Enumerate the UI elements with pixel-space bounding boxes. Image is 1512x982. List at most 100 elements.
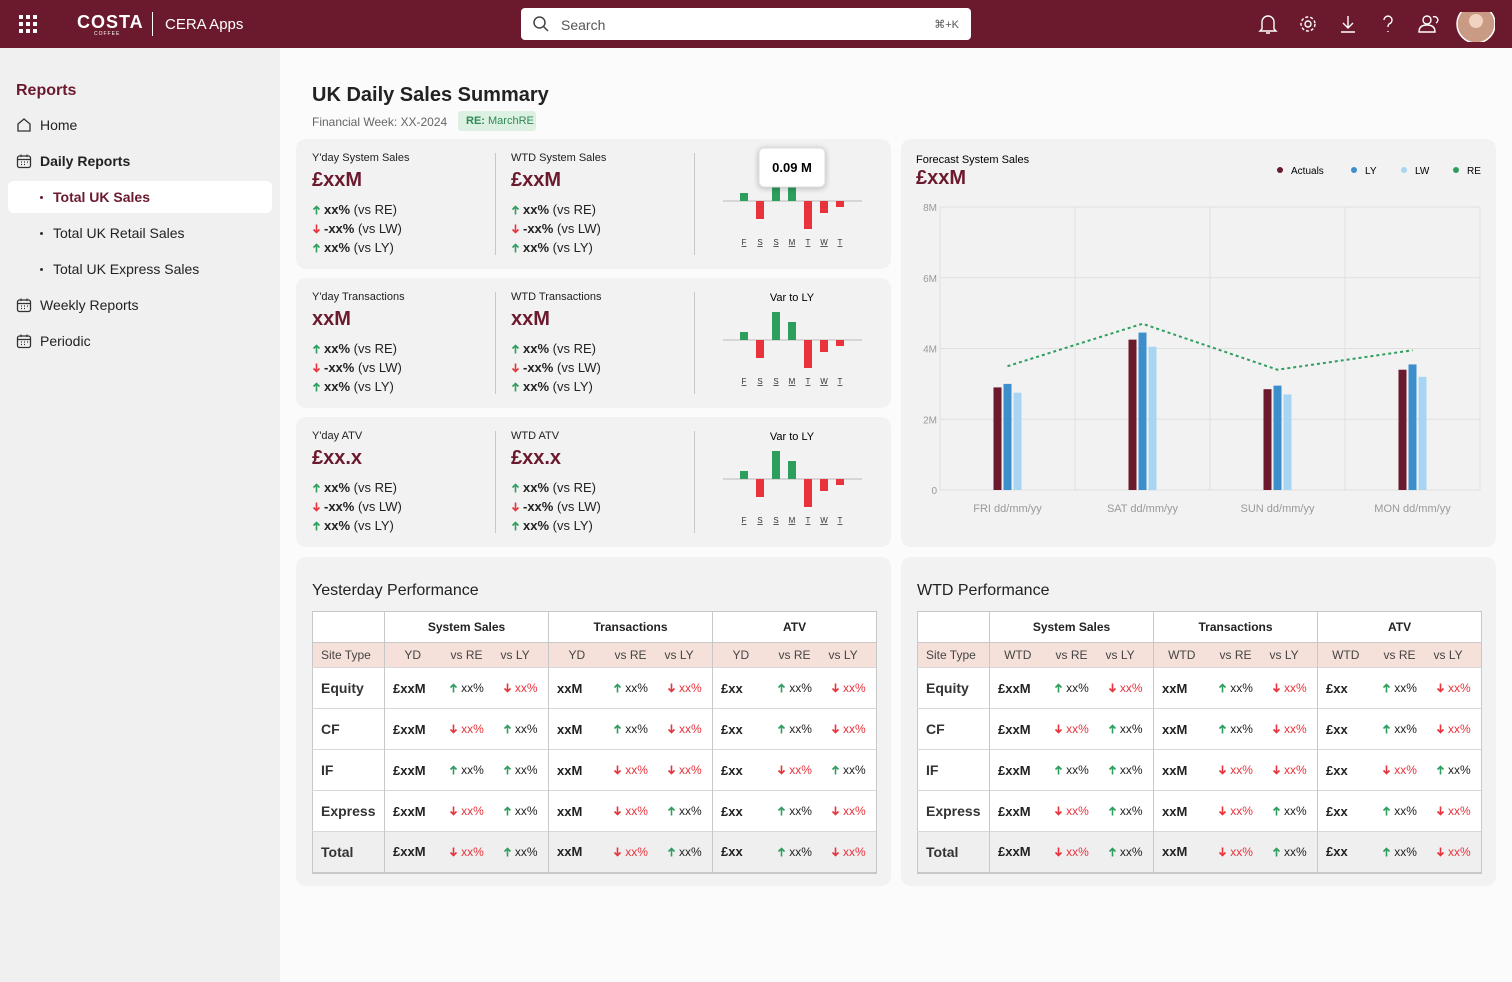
comparison-value: xx% bbox=[324, 480, 351, 495]
arrow-icon bbox=[511, 363, 520, 373]
row-label: Total bbox=[312, 831, 385, 873]
cell-comparison: xx% bbox=[1374, 668, 1426, 709]
arrow bbox=[1219, 683, 1227, 693]
search-box[interactable]: Search ⌘+K bbox=[521, 8, 971, 40]
cell-comparison: xx% bbox=[769, 709, 821, 750]
comparison-text: xx% bbox=[1394, 722, 1417, 736]
comparison-label: (vs LY) bbox=[552, 518, 593, 533]
comparison-text: xx% bbox=[1066, 844, 1089, 859]
arrow-icon bbox=[450, 765, 458, 775]
metric-label: Y'day ATV bbox=[312, 430, 363, 442]
column-header: WTD bbox=[1168, 648, 1196, 662]
cell-value: £xxM bbox=[998, 680, 1031, 696]
nav-item[interactable]: Daily Reports bbox=[40, 153, 131, 169]
cell-comparison: xx% bbox=[1097, 667, 1155, 709]
comparison-label: (vs LY) bbox=[353, 240, 394, 255]
bar bbox=[740, 471, 748, 479]
metric-value: £xx.x bbox=[511, 447, 562, 469]
header-icons bbox=[1258, 12, 1495, 42]
nav-subitem[interactable]: Total UK Express Sales bbox=[53, 261, 200, 277]
bell-icon[interactable] bbox=[1258, 15, 1278, 34]
y-tick-label: 4M bbox=[923, 345, 937, 356]
arrow bbox=[503, 724, 511, 734]
day-label: M bbox=[789, 238, 796, 247]
cell-comparison: xx% bbox=[656, 667, 714, 709]
cell-comparison: xx% bbox=[492, 749, 550, 791]
group-header-row: System Sales Transactions ATV bbox=[917, 611, 1483, 643]
comparison-text: xx% bbox=[842, 763, 866, 777]
table-row: Equity £xxM xx% xx% xxM xx% xx% £xx xx% xx% bbox=[312, 667, 878, 709]
bar bbox=[740, 332, 748, 340]
arrow-icon bbox=[614, 806, 622, 816]
bar bbox=[756, 201, 764, 219]
table-row: CF £xxM xx% xx% xxM xx% xx% £xx xx% xx% bbox=[917, 708, 1483, 750]
icon-shape bbox=[17, 298, 31, 310]
arrow bbox=[614, 683, 622, 693]
cell-comparison: xx% bbox=[492, 790, 550, 832]
bar bbox=[1263, 389, 1272, 490]
bar bbox=[772, 451, 780, 479]
arrow bbox=[778, 765, 786, 775]
bar bbox=[804, 201, 812, 229]
cell-value: £xx bbox=[721, 762, 743, 778]
cell-value: xxM bbox=[1162, 721, 1188, 737]
nav-item[interactable]: Weekly Reports bbox=[40, 297, 139, 313]
people-icon[interactable] bbox=[1422, 15, 1432, 25]
gear-icon[interactable] bbox=[1304, 20, 1312, 28]
table-row: Total £xxM xx% xx% xxM xx% xx% £xx xx% xx% bbox=[917, 831, 1483, 873]
column-header: vs LY bbox=[820, 642, 878, 668]
group-header: Transactions bbox=[548, 611, 714, 643]
x-tick-label: SUN dd/mm/yy bbox=[1241, 503, 1315, 515]
day-label: S bbox=[773, 377, 778, 386]
arrow-icon bbox=[450, 724, 458, 734]
cell-value: £xx bbox=[721, 803, 743, 819]
comparison: xx% (vs RE) bbox=[312, 480, 397, 495]
comparison: xx% (vs RE) bbox=[312, 202, 397, 217]
arrow bbox=[1272, 765, 1281, 775]
comparison-label: (vs RE) bbox=[353, 341, 397, 356]
comparison-value: xx% bbox=[523, 518, 550, 533]
cell-comparison: xx% bbox=[656, 749, 714, 791]
arrow-icon bbox=[1219, 847, 1227, 857]
row-label: CF bbox=[917, 708, 990, 750]
badge: RE: MarchRE bbox=[458, 111, 536, 131]
bar bbox=[820, 479, 828, 491]
arrow-icon bbox=[312, 502, 321, 512]
apps-icon[interactable] bbox=[19, 15, 37, 33]
bar bbox=[756, 340, 764, 358]
arrow-icon bbox=[1436, 847, 1445, 857]
cell-value: £xxM bbox=[393, 844, 426, 860]
table-row: Equity £xxM xx% xx% xxM xx% xx% £xx xx% xx% bbox=[917, 667, 1483, 709]
arrow bbox=[511, 363, 520, 373]
bar bbox=[1013, 392, 1022, 490]
arrow-icon bbox=[1108, 724, 1116, 734]
nav-subitem[interactable]: Total UK Sales bbox=[53, 189, 150, 205]
nav-item[interactable]: Home bbox=[40, 117, 78, 133]
day-label: F bbox=[742, 377, 747, 386]
y-tick-label: 0 bbox=[931, 486, 937, 497]
bar bbox=[993, 387, 1002, 490]
arrow-icon bbox=[450, 806, 458, 816]
comparison-text: xx% bbox=[1283, 763, 1307, 777]
cell-comparison: xx% bbox=[1046, 750, 1098, 791]
comparison-text: xx% bbox=[461, 804, 484, 818]
arrow-icon bbox=[1219, 683, 1227, 693]
arrow bbox=[1055, 683, 1063, 693]
corner-cell bbox=[312, 611, 385, 643]
cell-comparison: xx% bbox=[1046, 832, 1098, 873]
arrow-icon bbox=[312, 483, 321, 493]
logo[interactable]: COSTA bbox=[77, 12, 144, 32]
nav-subitem[interactable]: Total UK Retail Sales bbox=[53, 225, 185, 241]
nav-item[interactable]: Periodic bbox=[40, 333, 91, 349]
arrow bbox=[667, 724, 676, 734]
arrow bbox=[1055, 806, 1063, 816]
comparison-text: xx% bbox=[678, 804, 702, 818]
help-icon[interactable] bbox=[1383, 15, 1393, 32]
download-icon[interactable] bbox=[1341, 16, 1355, 33]
arrow bbox=[312, 483, 321, 493]
day-label: S bbox=[757, 516, 762, 525]
comparison-text: xx% bbox=[789, 804, 812, 818]
day-label: M bbox=[789, 516, 796, 525]
bar bbox=[1273, 385, 1282, 490]
arrow-icon bbox=[450, 847, 458, 857]
